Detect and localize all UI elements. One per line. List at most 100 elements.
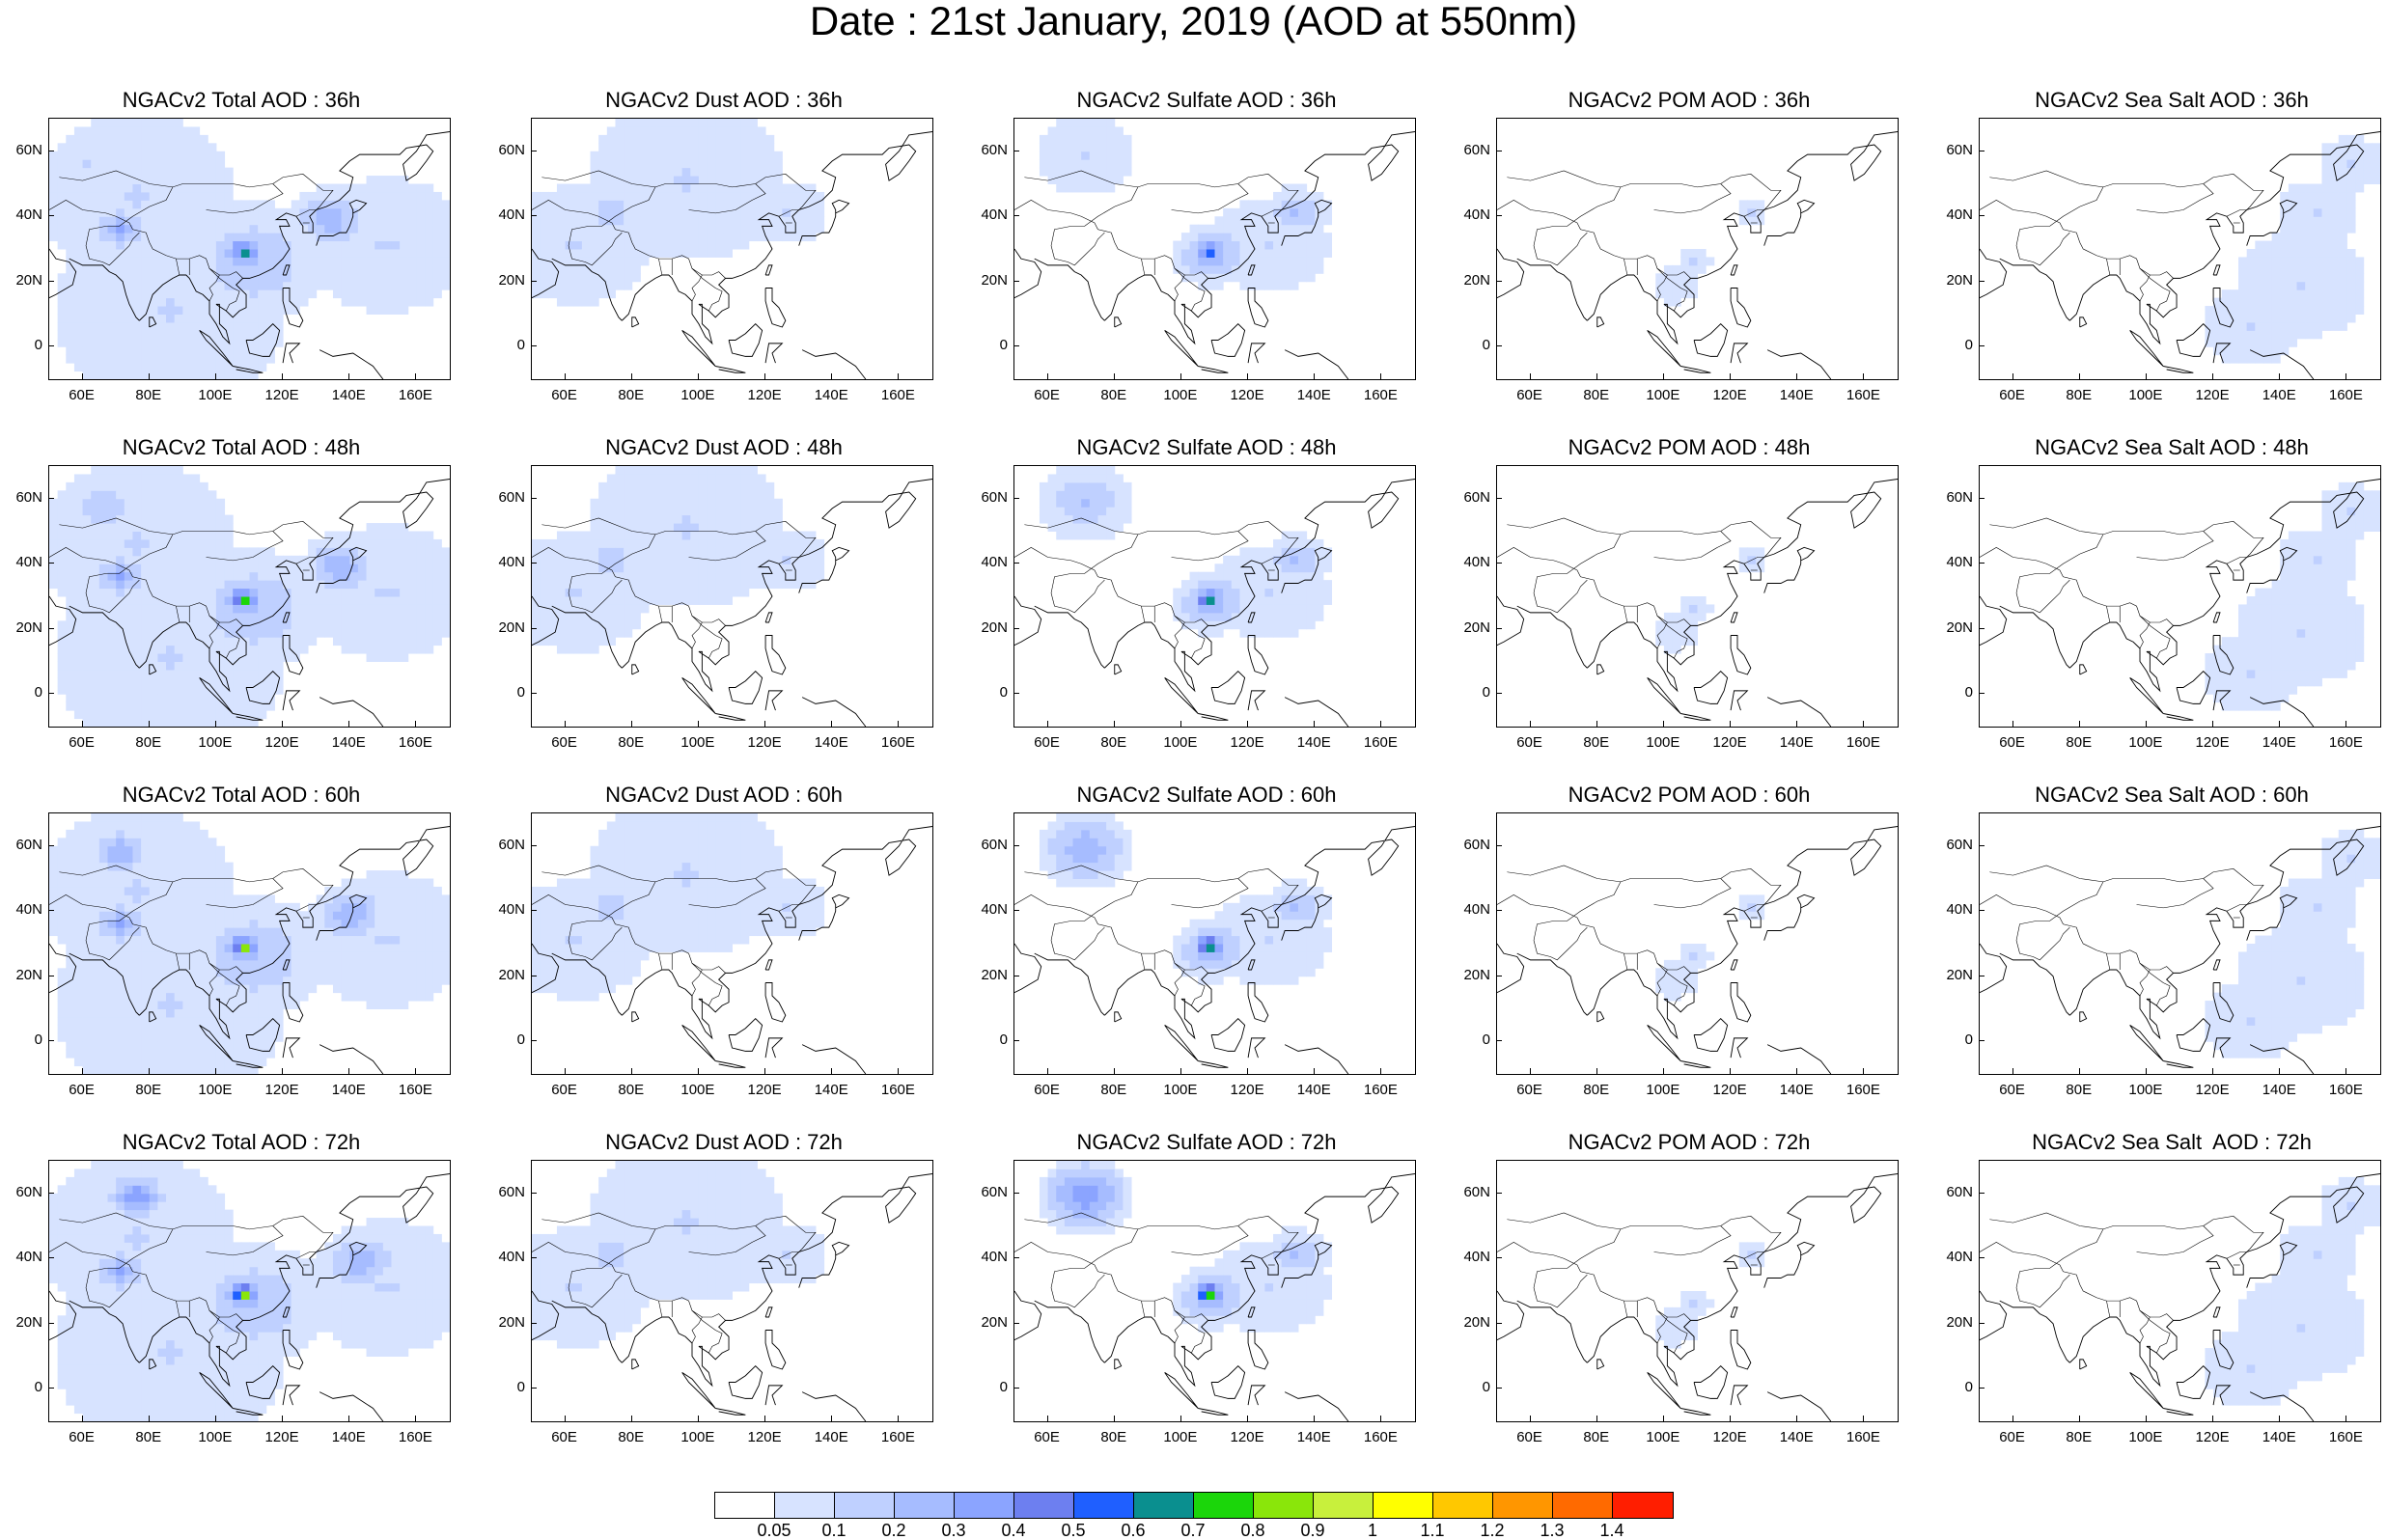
aod-cell xyxy=(141,701,151,711)
aod-cell xyxy=(2271,257,2281,266)
aod-cell xyxy=(673,490,683,500)
aod-cell xyxy=(1223,588,1233,597)
aod-cell xyxy=(1297,216,1308,226)
aod-cell xyxy=(673,233,683,242)
aod-cell xyxy=(573,596,583,605)
aod-cell xyxy=(590,628,599,638)
aod-cell xyxy=(141,718,151,727)
aod-cell xyxy=(681,531,691,540)
aod-cell xyxy=(715,134,725,144)
aod-cell xyxy=(1672,264,1681,274)
aod-cell xyxy=(798,571,808,581)
aod-cell xyxy=(640,200,650,209)
aod-cell xyxy=(1189,264,1199,274)
aod-cell xyxy=(707,143,716,152)
aod-cell xyxy=(740,466,750,475)
aod-cell xyxy=(425,531,434,540)
aod-cell xyxy=(199,354,208,364)
aod-cell xyxy=(2321,233,2331,242)
coastline xyxy=(1174,621,1185,649)
map-panel-dust: NGACv2 Dust AOD : 36h 60N 40N 20N 0 60E 80E 100… xyxy=(483,89,965,422)
aod-cell xyxy=(425,588,434,597)
lon-tick-label: 80E xyxy=(1100,387,1127,403)
aod-cell xyxy=(681,474,691,483)
aod-cell xyxy=(631,490,641,500)
aod-cell xyxy=(283,596,292,605)
aod-cell xyxy=(199,685,208,695)
aod-cell xyxy=(124,167,133,177)
aod-cell xyxy=(2271,233,2281,242)
aod-cell xyxy=(606,167,616,177)
aod-cell xyxy=(441,224,450,234)
aod-cell xyxy=(190,306,201,315)
aod-cell xyxy=(624,200,633,209)
aod-cell xyxy=(681,490,691,500)
aod-cell xyxy=(2296,321,2306,331)
aod-cell xyxy=(182,588,192,597)
aod-cell xyxy=(1248,580,1258,590)
aod-cell xyxy=(382,538,392,548)
aod-cell xyxy=(1248,564,1258,573)
aod-cell xyxy=(2313,596,2322,605)
aod-cell xyxy=(748,216,758,226)
aod-cell xyxy=(425,538,434,548)
aod-cell xyxy=(606,200,616,209)
lat-tick xyxy=(1979,563,1985,564)
aod-cell xyxy=(2338,314,2347,323)
aod-cell xyxy=(57,1016,67,1026)
aod-cell xyxy=(2330,645,2340,654)
aod-cell xyxy=(2213,694,2223,703)
aod-cell xyxy=(615,538,625,548)
aod-cell xyxy=(141,273,151,283)
aod-cell xyxy=(157,580,167,590)
aod-cell xyxy=(1256,571,1265,581)
aod-cell xyxy=(1290,249,1299,258)
aod-cell xyxy=(400,604,409,614)
coastline xyxy=(764,288,787,328)
aod-cell xyxy=(107,338,117,347)
aod-cell xyxy=(116,257,125,266)
aod-cell xyxy=(681,514,691,524)
aod-cell xyxy=(1039,134,1049,144)
aod-cell xyxy=(66,661,75,671)
aod-cell xyxy=(1089,474,1098,483)
aod-cell xyxy=(291,200,300,209)
aod-cell xyxy=(425,273,434,283)
aod-cell xyxy=(1097,143,1107,152)
aod-cell xyxy=(57,498,67,508)
aod-cell xyxy=(116,571,125,581)
aod-cell xyxy=(565,240,574,250)
aod-cell xyxy=(240,216,250,226)
aod-cell xyxy=(2255,637,2264,646)
aod-cell xyxy=(132,371,142,379)
aod-cell xyxy=(715,474,725,483)
aod-cell xyxy=(2338,538,2347,548)
aod-cell xyxy=(124,289,133,299)
aod-cell xyxy=(715,233,725,242)
aod-cell xyxy=(149,531,158,540)
aod-cell xyxy=(2255,297,2264,307)
aod-cell xyxy=(441,547,450,557)
aod-cell xyxy=(149,167,158,177)
aod-cell xyxy=(2288,264,2298,274)
aod-cell xyxy=(382,257,392,266)
aod-cell xyxy=(1756,555,1765,564)
aod-cell xyxy=(2280,330,2290,340)
aod-cell xyxy=(98,466,109,475)
aod-cell xyxy=(573,289,583,299)
aod-cell xyxy=(798,207,808,217)
aod-cell xyxy=(149,523,158,532)
aod-cell xyxy=(640,498,650,508)
aod-cell xyxy=(2238,653,2248,662)
aod-cell xyxy=(199,176,208,184)
aod-cell xyxy=(283,207,292,217)
aod-cell xyxy=(91,694,100,703)
lon-tick-label: 60E xyxy=(551,387,577,403)
aod-cell xyxy=(166,498,176,508)
aod-cell xyxy=(107,547,117,557)
aod-cell xyxy=(82,289,92,299)
aod-cell xyxy=(565,628,574,638)
aod-cell xyxy=(1123,167,1132,177)
aod-cell xyxy=(174,645,183,654)
aod-cell xyxy=(57,514,67,524)
